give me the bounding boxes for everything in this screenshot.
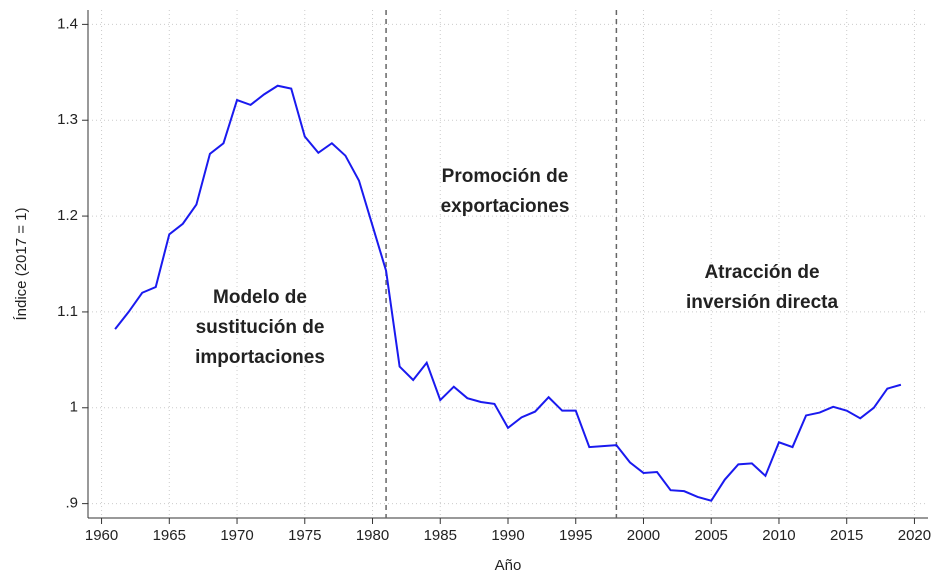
y-axis-label: Índice (2017 = 1) xyxy=(13,208,30,321)
annotation: Promoción de xyxy=(442,166,569,187)
x-tick-label: 2020 xyxy=(898,527,931,544)
y-tick-label: 1.1 xyxy=(57,303,78,320)
annotation: Modelo de xyxy=(213,287,307,308)
annotation: importaciones xyxy=(195,347,325,368)
x-axis-label: Año xyxy=(495,557,522,574)
data-line xyxy=(114,84,902,502)
y-tick-label: 1.2 xyxy=(57,207,78,224)
x-tick-label: 1980 xyxy=(356,527,389,544)
annotation: exportaciones xyxy=(441,196,570,217)
y-tick-label: .9 xyxy=(65,495,78,512)
x-tick-label: 1965 xyxy=(153,527,186,544)
x-tick-label: 2010 xyxy=(762,527,795,544)
annotation: Atracción de xyxy=(704,262,819,283)
y-tick-label: 1.4 xyxy=(57,15,78,32)
y-tick-label: 1 xyxy=(70,399,78,416)
y-tick-label: 1.3 xyxy=(57,111,78,128)
annotation: sustitución de xyxy=(196,317,325,338)
x-tick-label: 2015 xyxy=(830,527,863,544)
x-tick-label: 1990 xyxy=(491,527,524,544)
x-tick-label: 1975 xyxy=(288,527,321,544)
x-tick-label: 1995 xyxy=(559,527,592,544)
x-tick-label: 1970 xyxy=(220,527,253,544)
x-tick-label: 1960 xyxy=(85,527,118,544)
x-tick-label: 2005 xyxy=(695,527,728,544)
x-tick-label: 1985 xyxy=(424,527,457,544)
annotation: inversión directa xyxy=(686,292,838,313)
x-tick-label: 2000 xyxy=(627,527,660,544)
